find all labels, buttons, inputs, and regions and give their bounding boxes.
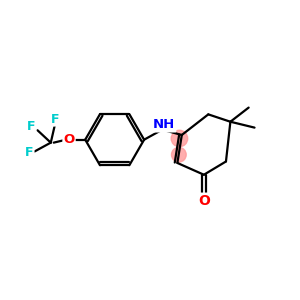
Text: F: F	[25, 146, 34, 159]
Circle shape	[171, 130, 188, 147]
Text: O: O	[63, 133, 75, 146]
Text: F: F	[51, 112, 59, 126]
Text: NH: NH	[153, 118, 175, 131]
Text: O: O	[198, 194, 210, 208]
Text: F: F	[27, 120, 35, 133]
Circle shape	[172, 147, 186, 162]
